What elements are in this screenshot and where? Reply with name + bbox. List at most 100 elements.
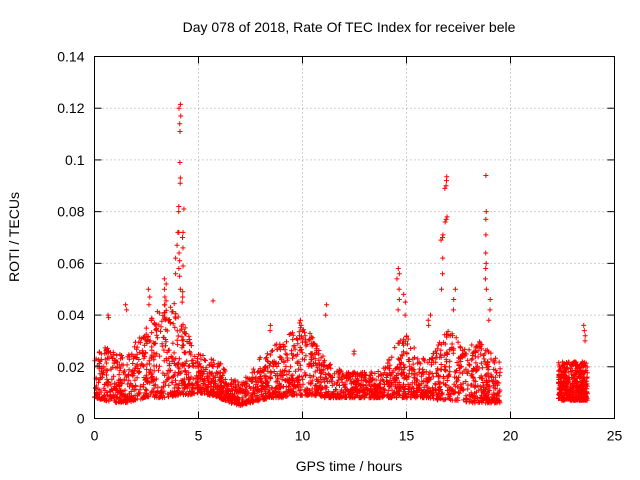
data-point [443,216,449,222]
data-point [426,322,432,328]
plot-frame [94,56,615,419]
data-point [162,294,168,300]
data-point [581,328,587,334]
data-point [175,229,181,235]
x-tick-label: 5 [195,428,203,444]
y-tick-label: 0.12 [57,100,84,116]
data-point [443,178,449,184]
y-tick-label: 0.02 [57,359,84,375]
y-tick-label: 0.08 [57,204,84,220]
data-point [396,271,402,277]
data-point [351,351,357,357]
data-point [483,250,489,256]
data-point [210,298,216,304]
data-point [401,291,407,297]
data-point [487,307,493,313]
data-point [297,317,303,323]
data-point [483,216,489,222]
data-point [180,294,186,300]
y-tick-label: 0.1 [65,152,85,168]
data-point [452,286,458,292]
data-point [147,294,153,300]
data-point [582,338,588,344]
data-point [439,235,445,240]
data-point [177,121,183,127]
data-point [145,286,151,292]
data-point [483,209,489,215]
data-point [267,328,273,334]
data-point [124,307,130,313]
data-point [179,299,185,305]
data-point [483,260,489,266]
data-point [177,101,183,107]
data-point [402,312,408,318]
data-point [146,302,152,308]
data-point [181,206,187,212]
data-point [177,258,183,264]
data-point [180,229,186,235]
data-point [582,333,588,339]
data-point [394,276,400,282]
data-point [105,312,111,318]
data-point [179,235,185,240]
scatter-points-dense [92,298,590,408]
data-point [483,232,489,238]
data-point [402,299,408,305]
y-tick-label: 0.04 [57,307,84,323]
data-point [123,302,129,308]
y-tick-label: 0 [77,411,85,427]
data-point [396,286,402,292]
x-tick-label: 10 [295,428,311,444]
data-point [178,113,184,119]
x-tick-label: 25 [607,428,623,444]
data-point [439,286,445,292]
data-point [450,307,456,313]
y-axis-label: ROTI / TECUs [6,192,22,282]
chart-title: Day 078 of 2018, Rate Of TEC Index for r… [183,19,516,35]
data-point [177,128,183,134]
data-point [176,250,182,256]
x-tick-label: 0 [91,428,99,444]
data-point [173,255,179,261]
data-point [176,105,182,111]
data-points [92,101,590,408]
data-point [486,317,492,323]
data-point [323,312,329,318]
data-point [180,263,186,269]
data-point [444,214,450,220]
data-point [173,271,179,277]
x-tick-label: 15 [399,428,415,444]
data-point [161,276,167,282]
data-point [443,183,449,189]
data-point [180,245,186,251]
tick-labels: 0 5 10 15 20 25 0 0.02 0.04 0.06 0.08 0.1 0.12 0.14 [57,49,622,444]
data-point [177,175,183,181]
data-point [428,312,434,318]
data-point [395,307,401,313]
data-point [176,203,182,209]
y-tick-label: 0.06 [57,255,84,271]
data-point [298,322,304,328]
data-point [177,160,183,166]
data-point [483,266,489,272]
data-point [425,317,431,323]
y-tick-label: 0.14 [57,49,84,65]
data-point [177,286,183,292]
data-point [161,286,167,292]
data-point [487,297,493,303]
data-point [395,266,401,272]
data-point [451,297,457,303]
data-point [176,209,182,215]
data-point [482,276,488,282]
data-point [324,302,330,308]
axis-ticks [94,56,615,419]
data-point [177,180,183,186]
data-point [581,322,587,328]
data-point [440,271,446,277]
data-point [176,266,182,272]
data-point [440,255,446,261]
data-point [267,322,273,328]
x-tick-label: 20 [503,428,519,444]
data-point [297,320,303,326]
